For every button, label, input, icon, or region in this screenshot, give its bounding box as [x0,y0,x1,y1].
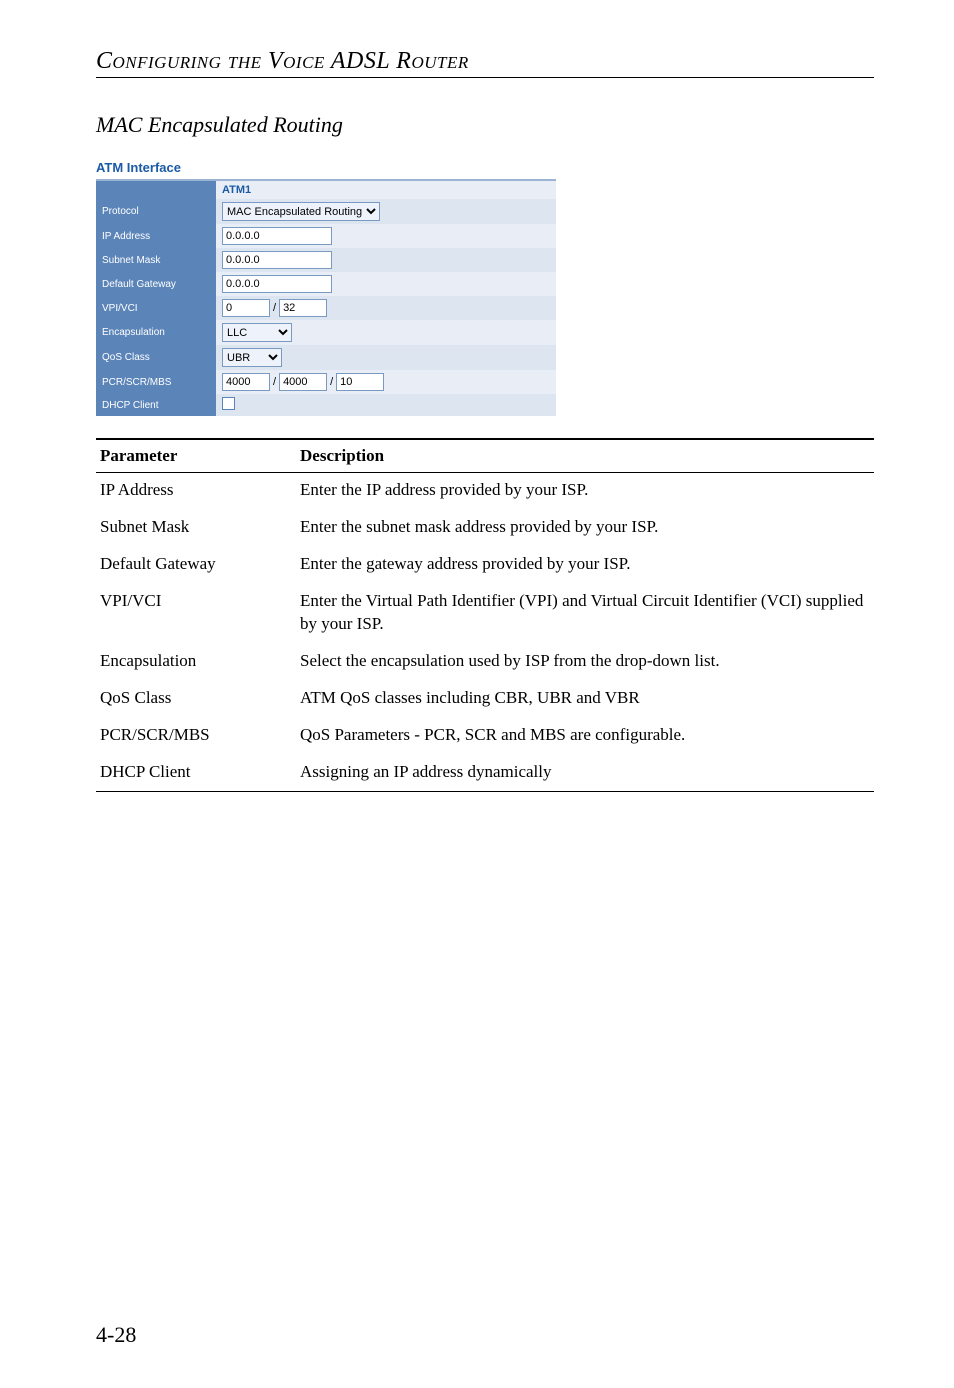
header-description: Description [296,439,874,473]
vci-input[interactable] [279,299,327,317]
default-gateway-input[interactable] [222,275,332,293]
atm-table: ATM1 Protocol MAC Encapsulated Routing I… [96,179,556,416]
dhcp-client-checkbox[interactable] [222,397,235,410]
table-row: DHCP Client Assigning an IP address dyna… [96,755,874,792]
subnet-mask-label: Subnet Mask [96,248,216,272]
table-row: QoS Class ATM QoS classes including CBR,… [96,681,874,718]
table-row: Subnet Mask Enter the subnet mask addres… [96,510,874,547]
param-cell: DHCP Client [96,755,296,792]
atm-name: ATM1 [222,184,251,196]
scr-mbs-separator: / [327,376,336,388]
default-gateway-label: Default Gateway [96,272,216,296]
vpi-input[interactable] [222,299,270,317]
param-cell: IP Address [96,473,296,510]
desc-cell: Enter the IP address provided by your IS… [296,473,874,510]
pcr-scr-separator: / [270,376,279,388]
scr-input[interactable] [279,373,327,391]
atm-interface-panel: ATM Interface ATM1 Protocol MAC Encapsul… [96,156,556,416]
qos-class-label: QoS Class [96,345,216,370]
desc-cell: QoS Parameters - PCR, SCR and MBS are co… [296,718,874,755]
param-cell: Default Gateway [96,547,296,584]
title-rule [96,77,874,78]
desc-cell: Enter the gateway address provided by yo… [296,547,874,584]
atm-heading: ATM Interface [96,156,556,179]
table-row: PCR/SCR/MBS QoS Parameters - PCR, SCR an… [96,718,874,755]
dhcp-client-label: DHCP Client [96,394,216,416]
desc-cell: Enter the subnet mask address provided b… [296,510,874,547]
mbs-input[interactable] [336,373,384,391]
desc-cell: ATM QoS classes including CBR, UBR and V… [296,681,874,718]
ip-address-label: IP Address [96,224,216,248]
header-parameter: Parameter [96,439,296,473]
section-title: MAC Encapsulated Routing [96,112,874,138]
param-cell: Subnet Mask [96,510,296,547]
param-cell: QoS Class [96,681,296,718]
table-row: IP Address Enter the IP address provided… [96,473,874,510]
table-row: VPI/VCI Enter the Virtual Path Identifie… [96,584,874,644]
chapter-title: Configuring the Voice ADSL Router [96,48,874,75]
page-number: 4-28 [96,1322,136,1348]
table-row: Default Gateway Enter the gateway addres… [96,547,874,584]
param-cell: VPI/VCI [96,584,296,644]
pcr-input[interactable] [222,373,270,391]
atm-name-label-cell [96,180,216,199]
vpi-vci-label: VPI/VCI [96,296,216,320]
parameter-description-table: Parameter Description IP Address Enter t… [96,438,874,792]
protocol-select[interactable]: MAC Encapsulated Routing [222,202,380,221]
desc-cell: Assigning an IP address dynamically [296,755,874,792]
desc-cell: Select the encapsulation used by ISP fro… [296,644,874,681]
qos-class-select[interactable]: UBR [222,348,282,367]
encapsulation-label: Encapsulation [96,320,216,345]
protocol-label: Protocol [96,199,216,224]
param-cell: Encapsulation [96,644,296,681]
subnet-mask-input[interactable] [222,251,332,269]
desc-cell: Enter the Virtual Path Identifier (VPI) … [296,584,874,644]
param-cell: PCR/SCR/MBS [96,718,296,755]
table-row: Encapsulation Select the encapsulation u… [96,644,874,681]
ip-address-input[interactable] [222,227,332,245]
vpi-vci-separator: / [270,302,279,314]
encapsulation-select[interactable]: LLC [222,323,292,342]
pcr-scr-mbs-label: PCR/SCR/MBS [96,370,216,394]
